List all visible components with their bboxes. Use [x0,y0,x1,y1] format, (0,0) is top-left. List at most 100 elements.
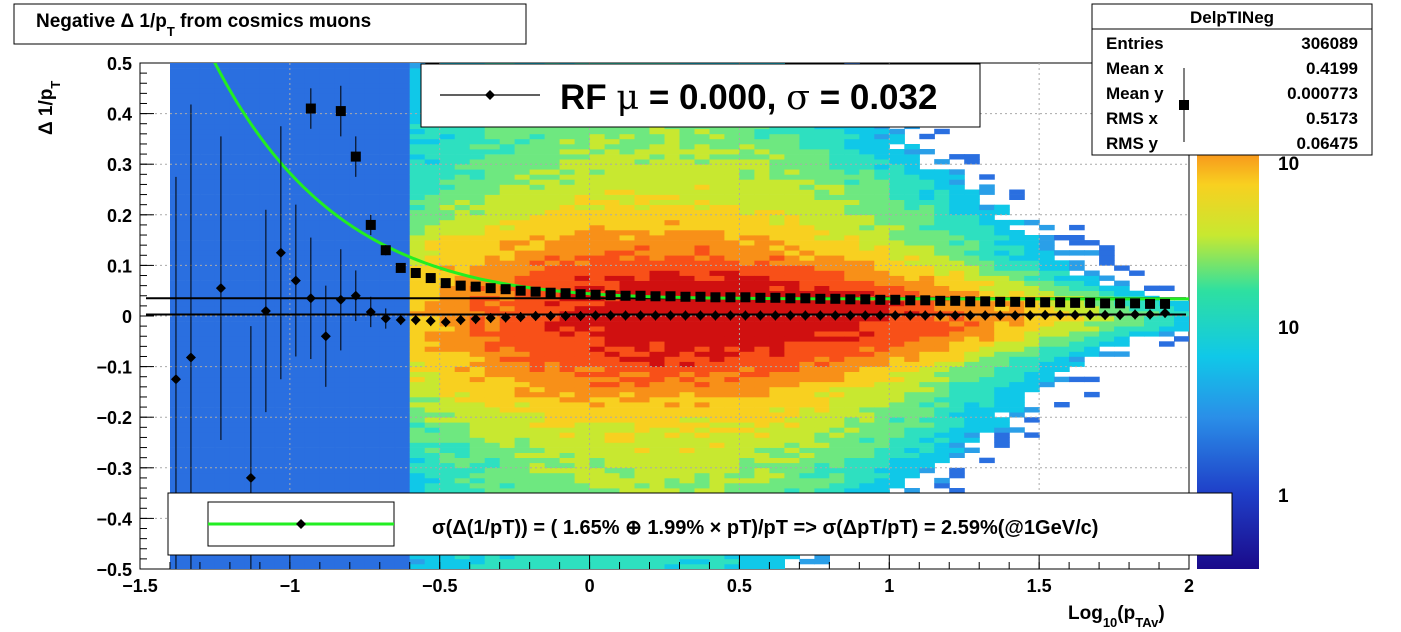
heatmap-cell [754,447,770,453]
heatmap-cell [334,270,351,276]
heatmap-cell [859,169,875,175]
heatmap-cell [185,169,201,175]
heatmap-cell [409,214,426,221]
heatmap-cell [754,219,770,226]
heatmap-cell [574,128,591,135]
heatmap-cell [559,488,576,494]
heatmap-cell [604,219,621,226]
heatmap-cell [784,164,800,170]
heatmap-cell [244,88,261,94]
heatmap-cell [349,488,366,494]
heatmap-cell [170,477,186,484]
heatmap-cell [259,275,276,281]
heatmap-cell [709,149,726,155]
heatmap-cell [754,179,770,185]
heatmap-cell [634,189,651,195]
heatmap-cell [319,386,336,393]
heatmap-cell [874,179,890,185]
heatmap-cell [185,397,201,403]
heatmap-cell [664,230,681,236]
heatmap-cell [589,391,606,398]
heatmap-cell [769,300,785,307]
heatmap-cell [709,133,726,140]
heatmap-cell [469,447,486,453]
heatmap-cell [589,376,606,383]
heatmap-cell [304,407,321,413]
heatmap-cell [844,397,860,403]
heatmap-cell [379,447,396,453]
heatmap-cell [709,356,726,362]
heatmap-cell [379,346,396,352]
heatmap-cell [664,366,681,372]
heatmap-cell [529,417,546,423]
heatmap-cell [634,265,651,271]
heatmap-cell [559,462,576,469]
heatmap-cell [229,366,246,372]
heatmap-cell [574,235,591,241]
heatmap-cell [484,558,501,565]
heatmap-cell [544,235,561,241]
heatmap-cell [379,159,396,165]
heatmap-cell [244,128,261,135]
heatmap-cell [484,184,501,190]
heatmap-cell [439,164,456,170]
heatmap-cell [229,422,246,428]
heatmap-cell [529,199,546,205]
heatmap-cell [814,128,830,135]
heatmap-cell [874,260,890,266]
heatmap-cell [454,326,471,332]
heatmap-cell [274,194,291,200]
heatmap-cell [379,209,396,216]
heatmap-cell [274,174,291,180]
heatmap-cell [874,245,890,251]
heatmap-cell [229,270,246,276]
heatmap-cell [304,285,321,291]
heatmap-cell [185,275,201,281]
heatmap-cell [934,169,950,175]
heatmap-cell [679,326,696,332]
heatmap-cell [574,326,591,332]
heatmap-cell [394,133,411,140]
heatmap-cell [619,331,636,337]
heatmap-cell [379,78,396,84]
heatmap-cell [259,133,276,140]
heatmap-cell [349,447,366,453]
heatmap-cell [454,255,471,261]
heatmap-cell [604,402,621,408]
heatmap-cell [394,305,411,312]
heatmap-cell [469,144,486,150]
heatmap-cell [724,300,740,307]
heatmap-cell [244,407,261,413]
heatmap-cell [349,316,366,322]
heatmap-cell [649,230,666,236]
heatmap-cell [304,98,321,104]
heatmap-cell [439,174,456,180]
heatmap-cell [889,407,905,413]
heatmap-cell [724,386,740,393]
heatmap-cell [664,341,681,347]
heatmap-cell [409,351,426,357]
heatmap-cell [724,260,740,266]
heatmap-cell [259,235,276,241]
heatmap-cell [754,386,770,393]
heatmap-cell [559,432,576,438]
heatmap-cell [514,402,531,408]
heatmap-cell [574,563,591,569]
heatmap-cell [214,204,231,211]
heatmap-cell [919,467,935,474]
heatmap-cell [919,184,935,190]
heatmap-cell [934,391,950,398]
heatmap-cell [229,326,246,332]
heatmap-cell [364,189,381,195]
heatmap-cell [409,73,426,79]
heatmap-cell [589,488,606,494]
heatmap-cell [514,179,531,185]
heatmap-cell [934,407,950,413]
heatmap-cell [709,351,726,357]
heatmap-cell [679,477,696,484]
heatmap-cell [934,235,950,241]
heatmap-cell [334,361,351,367]
heatmap-cell [349,472,366,479]
heatmap-cell [784,361,800,367]
heatmap-cell [844,230,860,236]
